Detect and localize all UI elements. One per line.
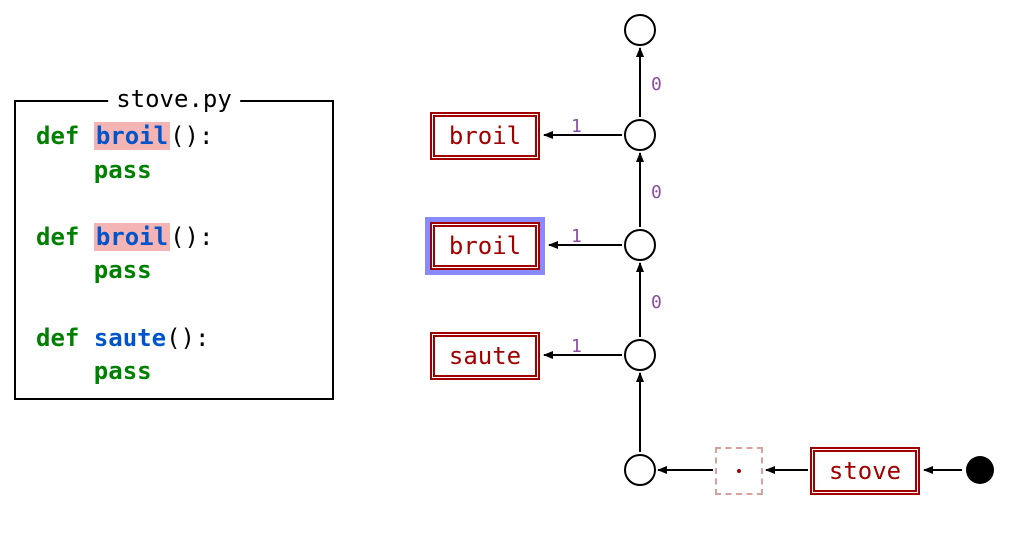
function-name-0: broil — [94, 122, 170, 150]
node-c0 — [624, 14, 656, 46]
box-broil-1: broil — [430, 112, 540, 160]
dash-box — [715, 447, 763, 495]
edge-label-0c: 0 — [651, 292, 662, 313]
code-panel-title: stove.py — [108, 85, 240, 113]
function-name-2: saute — [94, 324, 166, 352]
box-broil-2: broil — [430, 222, 540, 270]
code-line-body-0: pass — [36, 154, 312, 188]
code-line-def-2: def saute(): — [36, 322, 312, 356]
edge-label-0a: 0 — [651, 74, 662, 95]
box-stove: stove — [810, 447, 920, 495]
keyword-def: def — [36, 122, 79, 150]
node-start — [966, 456, 994, 484]
code-line-body-1: pass — [36, 254, 312, 288]
code-body: def broil(): pass def broil(): pass def … — [16, 102, 332, 407]
box-label: saute — [449, 342, 521, 370]
edge-label-1a: 1 — [571, 116, 582, 137]
code-line-def-1: def broil(): — [36, 221, 312, 255]
edge-label-1c: 1 — [571, 336, 582, 357]
node-c1 — [624, 119, 656, 151]
edge-label-0b: 0 — [651, 182, 662, 203]
node-c4 — [624, 454, 656, 486]
keyword-def: def — [36, 324, 79, 352]
box-saute: saute — [430, 332, 540, 380]
function-name-1: broil — [94, 223, 170, 251]
code-line-def-0: def broil(): — [36, 120, 312, 154]
box-broil-2-highlight: broil — [425, 217, 545, 275]
node-c2 — [624, 229, 656, 261]
box-label: broil — [449, 232, 521, 260]
box-label: broil — [449, 122, 521, 150]
keyword-pass: pass — [94, 357, 152, 385]
code-line-body-2: pass — [36, 355, 312, 389]
box-label: stove — [829, 457, 901, 485]
node-c3 — [624, 339, 656, 371]
keyword-pass: pass — [94, 156, 152, 184]
keyword-pass: pass — [94, 256, 152, 284]
code-panel: stove.py def broil(): pass def broil(): … — [14, 100, 334, 400]
keyword-def: def — [36, 223, 79, 251]
edge-label-1b: 1 — [571, 226, 582, 247]
